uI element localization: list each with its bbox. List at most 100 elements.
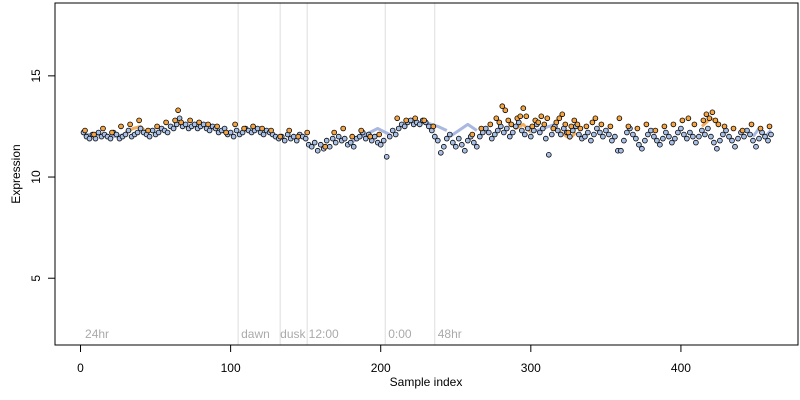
data-point bbox=[380, 137, 387, 144]
data-point bbox=[505, 117, 512, 124]
series-line bbox=[448, 122, 478, 138]
data-point bbox=[709, 109, 716, 116]
x-axis-label: Sample index bbox=[390, 375, 463, 389]
data-point bbox=[670, 121, 677, 128]
data-point bbox=[134, 129, 141, 136]
data-point bbox=[503, 125, 510, 132]
data-point bbox=[494, 127, 501, 134]
data-point bbox=[603, 127, 609, 134]
data-point bbox=[214, 123, 220, 130]
data-point bbox=[721, 123, 728, 130]
data-point bbox=[506, 133, 513, 140]
data-point bbox=[633, 135, 639, 142]
data-point bbox=[766, 123, 773, 130]
data-point bbox=[155, 129, 162, 136]
data-point bbox=[625, 123, 632, 130]
data-point bbox=[259, 125, 265, 132]
data-point bbox=[765, 137, 771, 144]
data-point bbox=[485, 129, 492, 136]
data-point bbox=[639, 145, 645, 152]
data-point bbox=[544, 115, 551, 122]
data-point bbox=[660, 135, 666, 142]
data-point bbox=[527, 133, 534, 140]
data-point bbox=[487, 121, 494, 128]
data-point bbox=[118, 123, 124, 130]
data-point bbox=[636, 141, 642, 148]
data-point bbox=[389, 127, 396, 134]
x-tick-label: 0 bbox=[77, 361, 84, 375]
data-point bbox=[286, 127, 293, 134]
data-point bbox=[493, 115, 500, 122]
data-point bbox=[394, 115, 401, 122]
data-point bbox=[455, 135, 462, 142]
data-point bbox=[371, 133, 378, 140]
data-point bbox=[562, 121, 569, 128]
data-point bbox=[461, 147, 468, 154]
data-point bbox=[574, 121, 581, 128]
data-point bbox=[469, 131, 476, 138]
condition-label: dusk bbox=[280, 327, 306, 341]
data-point bbox=[524, 125, 531, 132]
data-point bbox=[630, 131, 636, 138]
condition-labels: 24hr dawn dusk 12:00 0:00 48hr bbox=[85, 327, 462, 341]
data-point bbox=[440, 143, 447, 150]
x-tick-label: 100 bbox=[221, 361, 241, 375]
data-point bbox=[146, 133, 153, 140]
data-point bbox=[358, 127, 365, 134]
data-point bbox=[175, 107, 181, 114]
data-point bbox=[700, 117, 707, 124]
data-point bbox=[691, 121, 698, 128]
data-point bbox=[624, 129, 630, 136]
data-point bbox=[651, 133, 657, 140]
data-point bbox=[122, 131, 129, 138]
data-point bbox=[206, 127, 213, 134]
data-point bbox=[205, 121, 211, 128]
data-point bbox=[542, 135, 549, 142]
y-tick-label: 10 bbox=[29, 170, 43, 184]
data-point bbox=[708, 133, 714, 140]
data-point bbox=[163, 119, 169, 126]
data-point bbox=[642, 137, 648, 144]
data-point bbox=[496, 119, 503, 126]
data-point bbox=[326, 143, 333, 150]
data-point bbox=[535, 119, 542, 126]
data-point bbox=[618, 147, 624, 154]
data-point bbox=[720, 131, 726, 138]
data-point bbox=[652, 127, 659, 134]
data-point bbox=[412, 115, 419, 122]
data-point bbox=[750, 137, 756, 144]
condition-label: 48hr bbox=[438, 327, 462, 341]
data-point bbox=[732, 143, 738, 150]
condition-label: 12:00 bbox=[309, 327, 339, 341]
data-point bbox=[717, 137, 723, 144]
data-point bbox=[241, 125, 247, 132]
data-point bbox=[322, 143, 329, 150]
data-point bbox=[164, 129, 171, 136]
y-axis-label: Expression bbox=[9, 144, 23, 203]
data-point bbox=[747, 131, 753, 138]
data-point bbox=[392, 131, 399, 138]
data-point bbox=[395, 125, 402, 132]
data-point bbox=[616, 115, 623, 122]
data-point bbox=[548, 131, 555, 138]
data-point bbox=[403, 117, 410, 124]
data-point bbox=[748, 121, 755, 128]
data-point bbox=[554, 127, 561, 134]
data-point bbox=[311, 139, 318, 146]
data-point bbox=[367, 133, 374, 140]
data-point bbox=[377, 141, 384, 148]
data-point bbox=[582, 133, 588, 140]
data-point bbox=[753, 143, 759, 150]
data-point bbox=[329, 135, 336, 142]
y-tick-label: 15 bbox=[29, 69, 43, 83]
data-point bbox=[529, 123, 536, 130]
data-point bbox=[684, 135, 690, 142]
data-point bbox=[332, 139, 339, 146]
data-point bbox=[583, 123, 590, 130]
data-point bbox=[347, 139, 354, 146]
data-point bbox=[170, 125, 177, 132]
data-point bbox=[621, 137, 627, 144]
data-point bbox=[260, 131, 267, 138]
data-point bbox=[340, 125, 347, 132]
